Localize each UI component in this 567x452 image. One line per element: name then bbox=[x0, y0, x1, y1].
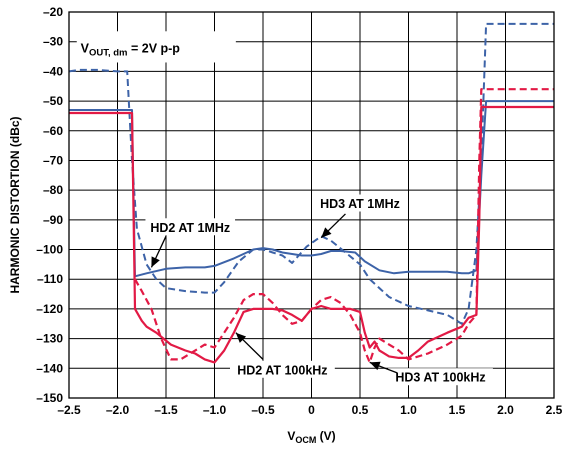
condition-label-rest: = 2V p-p bbox=[128, 42, 181, 56]
grid-lines bbox=[69, 12, 554, 398]
x-tick-label: 1.5 bbox=[449, 403, 466, 417]
y-tick-label: –100 bbox=[36, 243, 63, 257]
annotation-background bbox=[315, 194, 405, 212]
x-tick-label: 1.0 bbox=[400, 403, 417, 417]
x-tick-labels: –2.5 –2.0 –1.5 –1.0 –0.5 0 0.5 1.0 1.5 2.0 2.5 bbox=[57, 403, 562, 417]
x-tick-label: 2.0 bbox=[497, 403, 514, 417]
annotation-label: HD2 AT 100kHz bbox=[237, 363, 327, 377]
annotation-label: HD2 AT 1MHz bbox=[150, 221, 230, 235]
data-series bbox=[68, 22, 554, 364]
annotation-label: HD3 AT 100kHz bbox=[395, 371, 485, 385]
annotation-background bbox=[230, 360, 335, 378]
y-tick-label: –140 bbox=[36, 361, 63, 375]
x-axis-label-main: V bbox=[287, 429, 295, 443]
x-tick-label: –2.0 bbox=[106, 403, 130, 417]
annotations: HD2 AT 1MHz HD3 AT 1MHz HD2 AT 100kHz HD3 A… bbox=[145, 194, 493, 386]
annotation-arrowhead bbox=[321, 227, 332, 238]
annotation: HD3 AT 1MHz bbox=[315, 194, 405, 239]
annotation-background bbox=[388, 368, 493, 386]
annotation-background bbox=[145, 218, 236, 236]
y-tick-label: –110 bbox=[37, 272, 63, 286]
y-tick-label: –30 bbox=[43, 35, 63, 49]
x-axis-label: VOCM (V) bbox=[287, 429, 335, 445]
x-tick-label: –0.5 bbox=[251, 403, 275, 417]
y-tick-label: –40 bbox=[43, 64, 63, 78]
annotation-arrowhead bbox=[235, 332, 247, 343]
x-axis-label-sub: OCM bbox=[295, 435, 316, 445]
x-tick-label: –2.5 bbox=[57, 403, 81, 417]
series-line-hd3-at-100khz bbox=[134, 88, 554, 364]
series-line-hd3-at-1mhz bbox=[68, 22, 554, 325]
condition-label-text: VOUT, dm = 2V p-p bbox=[81, 42, 181, 59]
annotation-arrowhead bbox=[369, 361, 381, 371]
condition-label-main: V bbox=[81, 42, 90, 56]
annotation: HD2 AT 1MHz bbox=[145, 218, 236, 268]
y-tick-label: –120 bbox=[36, 302, 63, 316]
y-tick-label: –150 bbox=[36, 391, 63, 405]
x-tick-label: 0 bbox=[308, 403, 315, 417]
x-tick-label: 2.5 bbox=[546, 403, 563, 417]
x-tick-label: –1.0 bbox=[203, 403, 227, 417]
annotation: HD2 AT 100kHz bbox=[230, 332, 335, 378]
y-tick-label: –70 bbox=[43, 153, 63, 167]
y-tick-label: –60 bbox=[43, 124, 63, 138]
x-tick-label: 0.5 bbox=[352, 403, 369, 417]
condition-label: VOUT, dm = 2V p-p bbox=[76, 31, 236, 63]
x-tick-label: –1.5 bbox=[154, 403, 178, 417]
annotation-label: HD3 AT 1MHz bbox=[320, 197, 400, 211]
x-axis-label-suffix: (V) bbox=[316, 429, 335, 443]
annotation-arrowhead bbox=[151, 256, 160, 268]
series-line-hd2-at-1mhz bbox=[69, 100, 554, 278]
annotation: HD3 AT 100kHz bbox=[369, 361, 493, 386]
plot-frame bbox=[68, 11, 555, 399]
y-tick-label: –90 bbox=[43, 213, 63, 227]
condition-label-background bbox=[76, 31, 236, 63]
y-tick-label: –130 bbox=[36, 332, 63, 346]
y-tick-label: –80 bbox=[43, 183, 63, 197]
y-tick-labels: –20 –30 –40 –50 –60 –70 –80 –90 –100 –110 –120 –130… bbox=[36, 5, 63, 405]
condition-label-sub: OUT, dm bbox=[89, 48, 128, 59]
y-tick-label: –20 bbox=[43, 5, 63, 19]
y-axis-label: HARMONIC DISTORTION (dBc) bbox=[8, 116, 22, 293]
y-tick-label: –50 bbox=[43, 94, 63, 108]
